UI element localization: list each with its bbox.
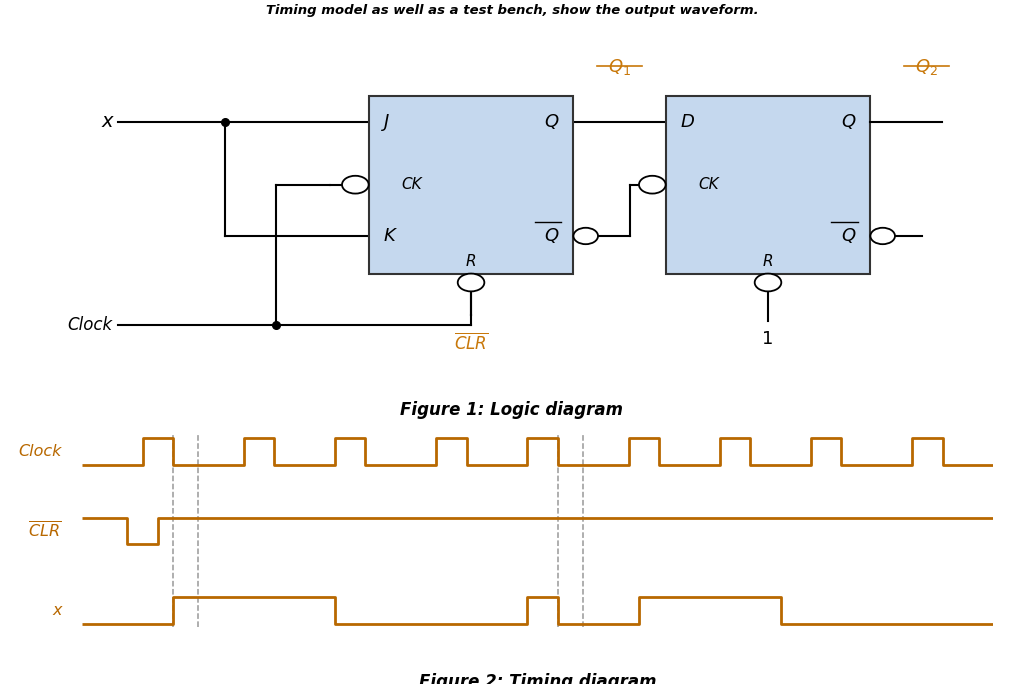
Text: Figure 1: Logic diagram: Figure 1: Logic diagram bbox=[400, 401, 624, 419]
Text: K: K bbox=[384, 227, 395, 245]
Text: $Q_2$: $Q_2$ bbox=[915, 57, 938, 77]
Text: Clock: Clock bbox=[68, 316, 113, 334]
Text: Clock: Clock bbox=[18, 444, 61, 459]
Text: CK: CK bbox=[401, 177, 422, 192]
Text: D: D bbox=[681, 113, 695, 131]
Circle shape bbox=[458, 274, 484, 291]
Circle shape bbox=[639, 176, 666, 194]
Text: Q: Q bbox=[544, 227, 558, 245]
Text: J: J bbox=[384, 113, 389, 131]
Text: Timing model as well as a test bench, show the output waveform.: Timing model as well as a test bench, sh… bbox=[265, 3, 759, 17]
Circle shape bbox=[755, 274, 781, 291]
Text: Q: Q bbox=[841, 227, 855, 245]
Circle shape bbox=[342, 176, 369, 194]
Text: x: x bbox=[52, 603, 61, 618]
Text: $Q_1$: $Q_1$ bbox=[608, 57, 631, 77]
Text: Q: Q bbox=[841, 113, 855, 131]
Circle shape bbox=[573, 228, 598, 244]
Bar bbox=[369, 96, 573, 274]
Text: x: x bbox=[101, 112, 113, 131]
Text: $\overline{CLR}$: $\overline{CLR}$ bbox=[29, 521, 61, 541]
Circle shape bbox=[870, 228, 895, 244]
Bar bbox=[666, 96, 870, 274]
Text: Figure 2: Timing diagram: Figure 2: Timing diagram bbox=[419, 673, 656, 684]
Text: Q: Q bbox=[544, 113, 558, 131]
Text: CK: CK bbox=[698, 177, 719, 192]
Text: $\overline{CLR}$: $\overline{CLR}$ bbox=[454, 332, 488, 353]
Text: 1: 1 bbox=[762, 330, 774, 347]
Text: R: R bbox=[763, 254, 773, 269]
Text: R: R bbox=[466, 254, 476, 269]
